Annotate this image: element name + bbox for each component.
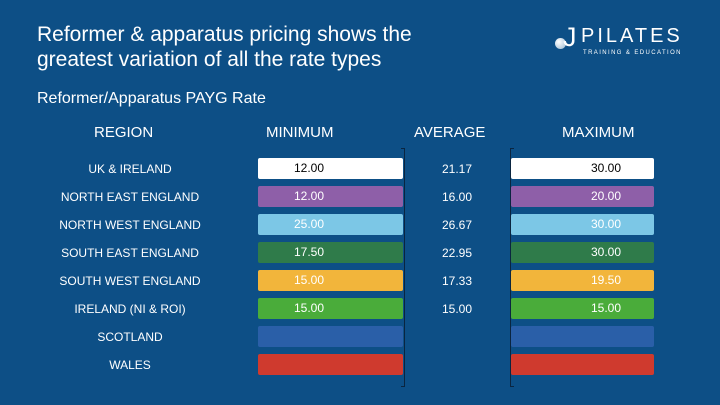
average-value: 15.00 [441, 302, 473, 316]
table-row: IRELAND (NI & ROI) 15.00 15.00 15.00 [0, 298, 720, 320]
slide-title: Reformer & apparatus pricing shows the g… [37, 22, 537, 72]
logo-dot-icon [555, 38, 566, 49]
maximum-value: 30.00 [511, 242, 654, 263]
maximum-value: 30.00 [511, 214, 654, 235]
maximum-value [511, 354, 654, 375]
region-label: SCOTLAND [97, 330, 163, 344]
maximum-value: 30.00 [511, 158, 654, 179]
header-maximum: MAXIMUM [562, 124, 635, 141]
maximum-value: 19.50 [511, 270, 654, 291]
average-value: 17.33 [441, 274, 473, 288]
maximum-value [511, 326, 654, 347]
average-value: 16.00 [441, 190, 473, 204]
logo-word: PILATES [581, 25, 683, 47]
logo-tagline: TRAINING & EDUCATION [583, 50, 682, 56]
average-bracket-right [510, 148, 514, 387]
table-row: SOUTH WEST ENGLAND 15.00 17.33 19.50 [0, 270, 720, 292]
average-bracket-left [401, 148, 405, 387]
average-value: 22.95 [441, 246, 473, 260]
table-row: SOUTH EAST ENGLAND 17.50 22.95 30.00 [0, 242, 720, 264]
header-average: AVERAGE [414, 124, 486, 141]
header-minimum: MINIMUM [266, 124, 334, 141]
region-label: NORTH WEST ENGLAND [59, 218, 201, 232]
table-row: UK & IRELAND 12.00 21.17 30.00 [0, 158, 720, 180]
minimum-value: 15.00 [258, 270, 403, 291]
minimum-value: 12.00 [258, 186, 403, 207]
region-label: NORTH EAST ENGLAND [60, 190, 200, 204]
minimum-value [258, 354, 403, 375]
region-label: SOUTH WEST ENGLAND [59, 274, 201, 288]
average-value: 21.17 [441, 162, 473, 176]
table-row: WALES [0, 354, 720, 376]
logo-letter: J [563, 22, 577, 52]
table-row: SCOTLAND [0, 326, 720, 348]
region-label: UK & IRELAND [88, 162, 172, 176]
chart-subtitle: Reformer/Apparatus PAYG Rate [37, 90, 266, 107]
minimum-value: 15.00 [258, 298, 403, 319]
region-label: WALES [109, 358, 151, 372]
region-label: SOUTH EAST ENGLAND [61, 246, 199, 260]
slide-title-line1: Reformer & apparatus pricing shows the [37, 23, 412, 46]
minimum-value [258, 326, 403, 347]
table-row: NORTH EAST ENGLAND 12.00 16.00 20.00 [0, 186, 720, 208]
header-region: REGION [94, 124, 154, 141]
minimum-value: 17.50 [258, 242, 403, 263]
maximum-value: 15.00 [511, 298, 654, 319]
slide-title-line2: greatest variation of all the rate types [37, 48, 382, 71]
minimum-value: 25.00 [258, 214, 403, 235]
average-value: 26.67 [441, 218, 473, 232]
jpilates-logo: J PILATES TRAINING & EDUCATION [555, 22, 695, 62]
maximum-value: 20.00 [511, 186, 654, 207]
table-row: NORTH WEST ENGLAND 25.00 26.67 30.00 [0, 214, 720, 236]
region-label: IRELAND (NI & ROI) [74, 302, 186, 316]
minimum-value: 12.00 [258, 158, 403, 179]
